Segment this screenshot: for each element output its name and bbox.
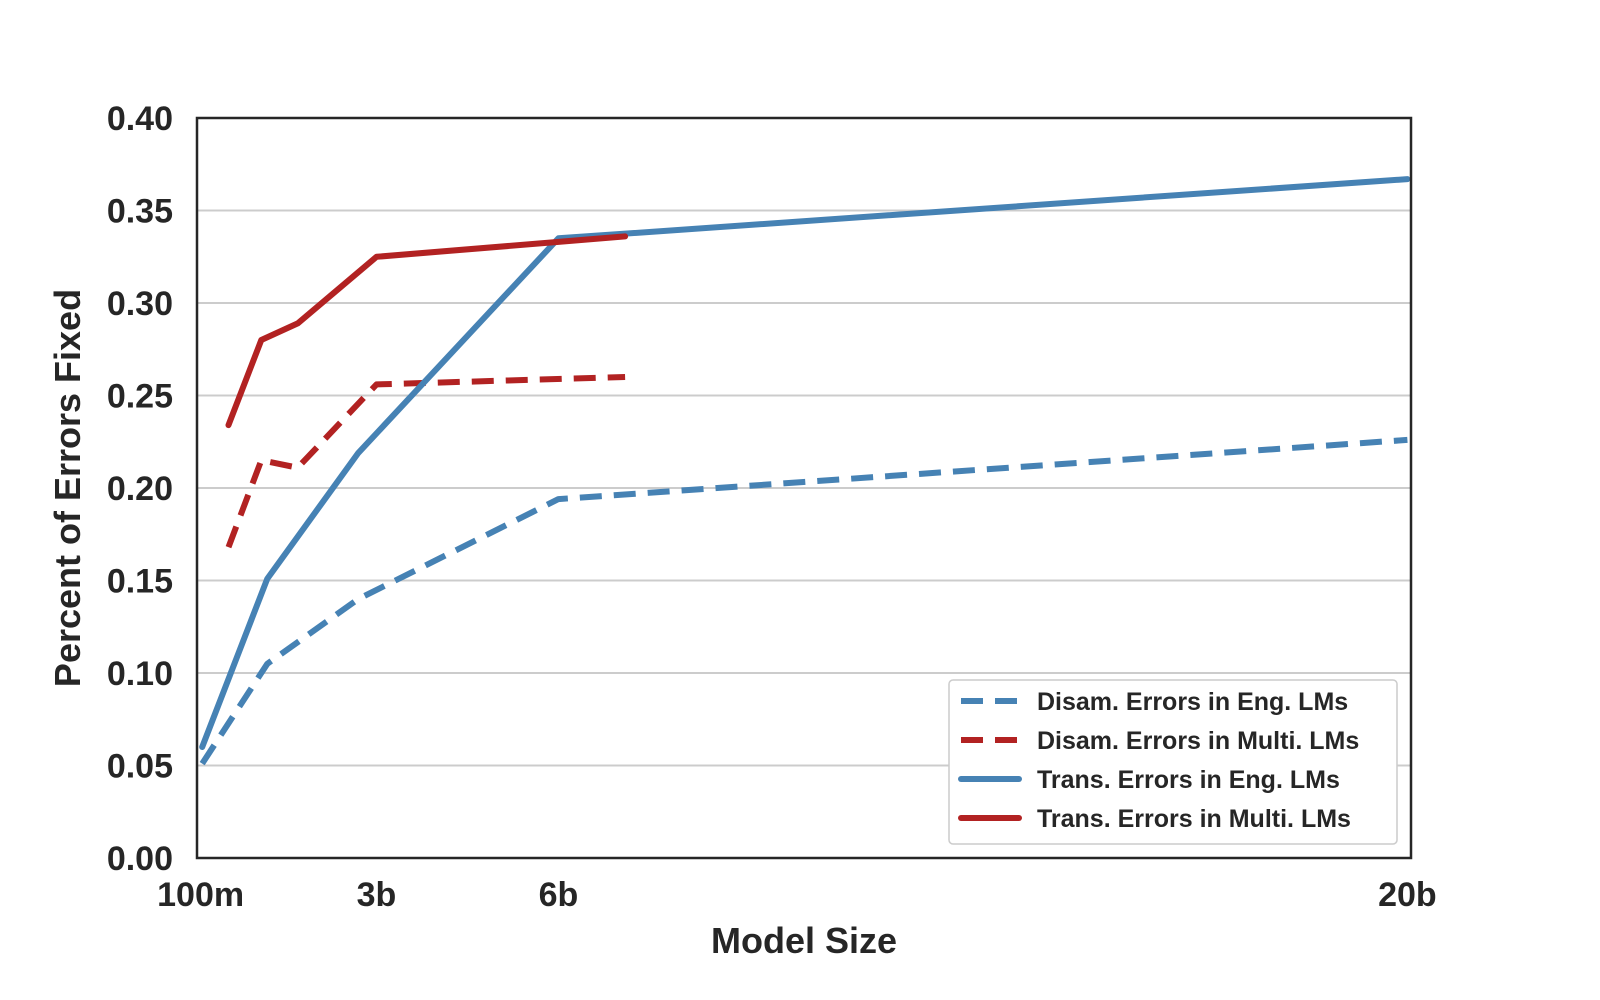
y-tick-label-0-30: 0.30	[107, 285, 173, 323]
y-tick-label-0-35: 0.35	[107, 193, 173, 231]
series-lines	[199, 176, 1411, 766]
x-axis-label: Model Size	[711, 920, 897, 961]
x-tick-label-3b: 3b	[357, 876, 397, 914]
y-tick-label-0-40: 0.40	[107, 100, 173, 138]
series-line-disam-errors-in-multi-lms	[225, 374, 626, 549]
legend-item-disam-errors-in-eng-lms: Disam. Errors in Eng. LMs	[961, 688, 1348, 716]
x-tick-labels: 100m 3b 6b 20b	[157, 876, 1437, 914]
x-tick-label-100m: 100m	[157, 876, 244, 914]
y-tick-label-0-15: 0.15	[107, 563, 173, 601]
plot-frame	[195, 116, 1413, 860]
y-tick-label-0-05: 0.05	[107, 748, 173, 786]
y-tick-labels: 0.00 0.05 0.10 0.15 0.20 0.25 0.30 0.35 0.40	[107, 100, 173, 878]
y-tick-label-0-25: 0.25	[107, 378, 173, 416]
legend-item-disam-errors-in-multi-lms: Disam. Errors in Multi. LMs	[961, 727, 1359, 755]
y-tick-label-0-10: 0.10	[107, 655, 173, 693]
series-line-disam-errors-in-eng-lms	[199, 436, 1408, 766]
legend-item-trans-errors-in-multi-lms: Trans. Errors in Multi. LMs	[958, 805, 1351, 833]
legend-box	[948, 679, 1398, 845]
legend-label: Disam. Errors in Multi. LMs	[1037, 727, 1359, 755]
y-tick-label-0-20: 0.20	[107, 470, 173, 508]
legend-label: Disam. Errors in Eng. LMs	[1037, 688, 1348, 716]
legend: Disam. Errors in Eng. LMs Disam. Errors i…	[948, 679, 1398, 845]
series-line-trans-errors-in-eng-lms	[199, 176, 1411, 750]
legend-items: Disam. Errors in Eng. LMs Disam. Errors i…	[958, 688, 1359, 833]
y-axis-label: Percent of Errors Fixed	[47, 289, 88, 687]
series-line-trans-errors-in-multi-lms	[225, 233, 629, 429]
legend-label: Trans. Errors in Multi. LMs	[1037, 805, 1351, 833]
legend-label: Trans. Errors in Eng. LMs	[1037, 766, 1340, 794]
legend-item-trans-errors-in-eng-lms: Trans. Errors in Eng. LMs	[958, 766, 1340, 794]
x-tick-label-20b: 20b	[1378, 876, 1437, 914]
y-tick-label-0-00: 0.00	[107, 840, 173, 878]
x-tick-label-6b: 6b	[539, 876, 579, 914]
